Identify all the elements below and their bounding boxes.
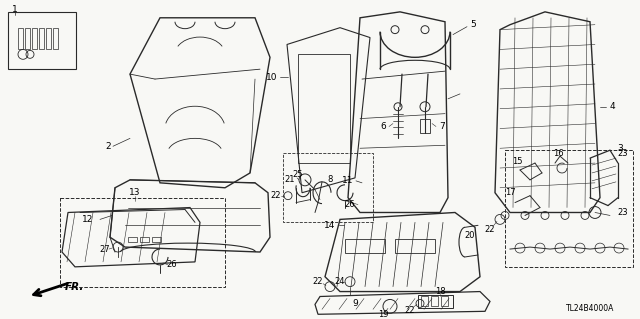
Text: 5: 5: [470, 20, 476, 29]
Text: 24: 24: [335, 277, 345, 286]
Bar: [298, 54, 350, 163]
Text: FR.: FR.: [65, 282, 84, 292]
Bar: [505, 150, 633, 267]
Text: 3: 3: [617, 144, 623, 153]
Bar: [418, 294, 453, 308]
Text: 22: 22: [484, 225, 495, 234]
Bar: [283, 153, 373, 222]
Text: 12: 12: [83, 215, 93, 224]
Text: 19: 19: [378, 310, 388, 319]
Text: 23: 23: [618, 149, 628, 158]
Text: 10: 10: [266, 73, 278, 82]
Text: 6: 6: [380, 122, 386, 131]
Bar: [420, 119, 430, 133]
Text: 15: 15: [512, 157, 522, 166]
Text: 27: 27: [100, 245, 110, 254]
Text: 13: 13: [129, 188, 141, 197]
Text: 4: 4: [609, 102, 615, 111]
Text: 17: 17: [505, 188, 515, 197]
Text: 14: 14: [324, 221, 336, 230]
Text: 2: 2: [105, 142, 111, 151]
Bar: [46, 28, 51, 49]
Bar: [60, 198, 225, 286]
Bar: [431, 296, 438, 306]
Bar: [39, 28, 44, 49]
Text: 18: 18: [435, 287, 445, 296]
Text: 9: 9: [352, 299, 358, 308]
Text: 11: 11: [342, 176, 354, 185]
Text: 21: 21: [285, 175, 295, 184]
Bar: [140, 237, 149, 242]
Bar: [18, 28, 23, 49]
Text: 25: 25: [292, 170, 303, 179]
Bar: [32, 28, 37, 49]
Bar: [421, 296, 428, 306]
Text: 7: 7: [439, 122, 445, 131]
Bar: [53, 28, 58, 49]
Bar: [25, 28, 30, 49]
Text: 8: 8: [327, 175, 333, 184]
Bar: [152, 237, 161, 242]
Bar: [345, 239, 385, 253]
Text: 23: 23: [618, 208, 628, 217]
Bar: [128, 237, 137, 242]
Bar: [395, 239, 435, 253]
Bar: [441, 296, 448, 306]
Text: 22: 22: [271, 191, 281, 200]
Text: 22: 22: [313, 277, 323, 286]
Text: 16: 16: [553, 149, 563, 158]
Text: 22: 22: [404, 306, 415, 315]
Bar: [8, 12, 76, 69]
Text: 26: 26: [166, 260, 177, 269]
Text: 1: 1: [12, 5, 18, 14]
Text: 20: 20: [465, 231, 476, 240]
Text: TL24B4000A: TL24B4000A: [566, 304, 614, 313]
Text: 26: 26: [345, 200, 355, 209]
